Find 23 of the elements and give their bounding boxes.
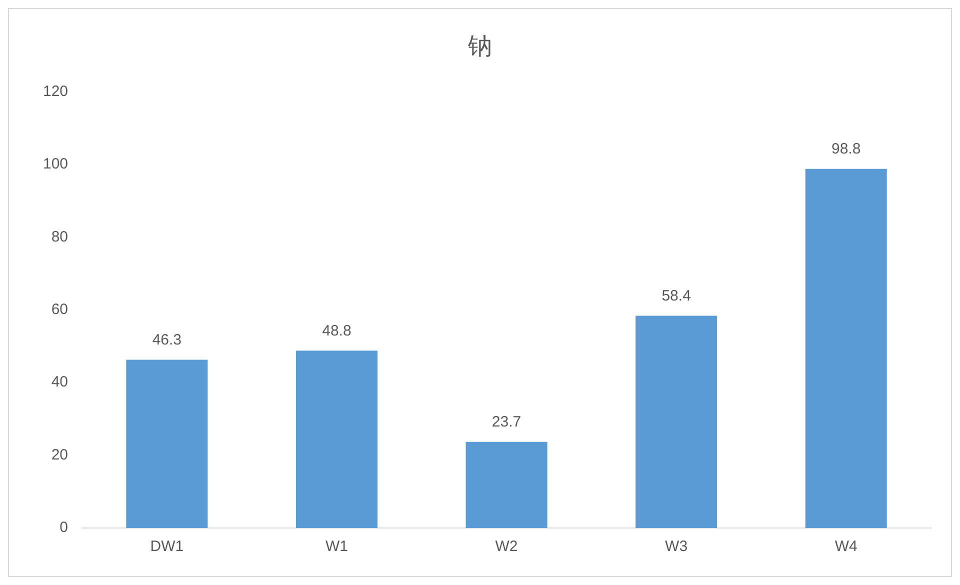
y-tick-label: 20 [51, 446, 68, 464]
bar [636, 316, 718, 528]
data-label: 48.8 [322, 322, 352, 340]
bar [126, 360, 208, 528]
y-tick-label: 60 [51, 301, 68, 318]
x-tick-label: W3 [665, 538, 688, 556]
data-label: 23.7 [492, 413, 522, 430]
bar [466, 442, 548, 528]
y-tick-label: 100 [42, 156, 68, 173]
y-tick-label: 80 [51, 228, 68, 246]
data-label: 98.8 [832, 140, 861, 158]
bar [805, 168, 887, 528]
x-tick-label: DW1 [150, 538, 184, 556]
x-tick-label: W4 [834, 538, 858, 556]
data-label: 58.4 [662, 287, 691, 304]
chart-title: 钠 [467, 33, 492, 60]
y-tick-label: 0 [60, 519, 68, 536]
bar [296, 350, 378, 528]
y-tick-label: 40 [51, 374, 68, 391]
x-tick-label: W1 [325, 538, 348, 556]
data-label: 46.3 [152, 331, 182, 348]
x-tick-label: W2 [495, 538, 518, 556]
y-tick-label: 120 [42, 82, 68, 100]
